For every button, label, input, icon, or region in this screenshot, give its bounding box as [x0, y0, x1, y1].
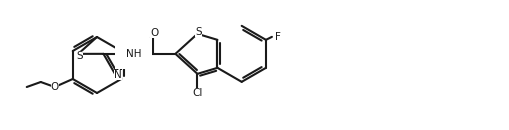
Text: S: S	[195, 27, 202, 37]
Text: F: F	[275, 32, 281, 42]
Text: NH: NH	[126, 49, 141, 59]
Text: Cl: Cl	[192, 88, 203, 98]
Text: O: O	[50, 82, 59, 92]
Text: N: N	[114, 70, 122, 80]
Text: O: O	[150, 28, 159, 38]
Text: S: S	[76, 51, 82, 61]
